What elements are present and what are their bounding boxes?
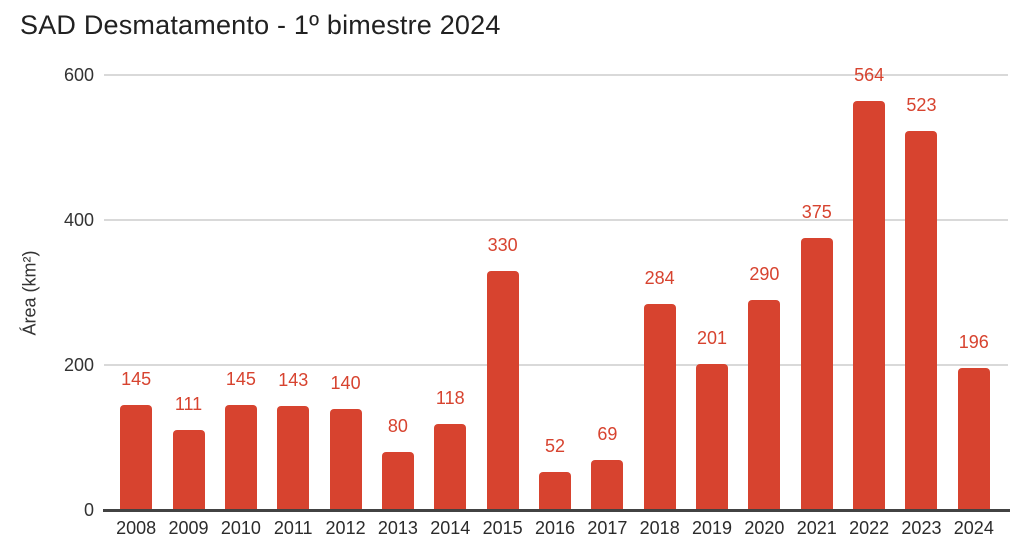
x-axis-line [103,509,1010,512]
bar-2018 [643,304,676,510]
value-label-2024: 196 [958,331,989,352]
bar-2020 [748,299,781,510]
value-label-2011: 143 [278,370,309,391]
bar-2017 [591,459,624,510]
bar-slot-2023: 523 [895,75,947,510]
y-tick-600: 600 [63,65,94,85]
x-tick-2016: 2016 [534,518,575,538]
value-label-2014: 118 [435,388,465,409]
bar-2010 [224,404,257,510]
x-tick-2020: 2020 [744,518,785,538]
value-label-2018: 284 [644,268,675,289]
value-label-2012: 140 [330,372,361,393]
bar-2022 [853,101,886,510]
x-tick-2014: 2014 [430,518,471,538]
bar-slot-2022: 564 [843,65,895,510]
bar-slot-2016: 52 [529,75,581,510]
value-label-2009: 111 [174,393,203,414]
bar-2013 [381,452,414,510]
x-tick-2018: 2018 [639,518,680,538]
value-label-2019: 201 [697,328,728,349]
plot-area: 145 111 145 143 140 80 118 330 52 69 284 201 290 375 5… [110,65,1000,510]
x-tick-2013: 2013 [377,518,418,538]
bar-slot-2010: 145 [215,75,267,510]
bar-slot-2024: 196 [948,75,1000,510]
x-tick-2009: 2009 [168,518,209,538]
y-tick-0: 0 [83,500,94,520]
bar-2014 [434,424,467,510]
gridline-200 [104,364,1008,366]
x-tick-2024: 2024 [953,518,994,538]
x-tick-2015: 2015 [482,518,523,538]
bar-slot-2021: 375 [791,75,843,510]
gridline-400 [104,219,1008,221]
x-tick-2017: 2017 [587,518,628,538]
bar-2019 [696,364,729,510]
bar-2008 [120,404,153,510]
bar-2015 [486,270,519,510]
bar-slot-2008: 145 [110,75,162,510]
y-tick-400: 400 [63,210,94,230]
bar-2024 [957,367,990,510]
x-tick-2008: 2008 [116,518,157,538]
y-axis-title: Área (km²) [19,250,40,336]
x-tick-2021: 2021 [796,518,837,538]
bar-2012 [329,408,362,510]
value-label-2010: 145 [225,368,256,389]
x-axis-labels: 2008 2009 2010 2011 2012 2013 2014 2015 2016 2017… [110,517,1000,541]
x-tick-2010: 2010 [220,518,261,538]
bar-2016 [538,472,571,510]
value-label-2013: 80 [387,416,408,436]
bar-slot-2015: 330 [476,75,528,510]
bar-2009 [172,429,205,510]
bar-slot-2019: 201 [686,75,738,510]
value-label-2008: 145 [121,368,152,389]
bar-slot-2020: 290 [738,75,790,510]
value-label-2020: 290 [749,263,780,284]
x-tick-2022: 2022 [849,518,890,538]
x-tick-2012: 2012 [325,518,366,538]
bar-2021 [800,238,833,510]
chart-title: SAD Desmatamento - 1º bimestre 2024 [20,10,501,40]
bar-2023 [905,130,938,510]
value-label-2022: 564 [854,65,885,86]
value-label-2017: 69 [597,423,618,444]
gridline-600 [104,74,1008,76]
value-label-2016: 52 [544,436,565,457]
value-label-2021: 375 [801,202,832,223]
bar-slot-2011: 143 [267,75,319,510]
bar-slot-2017: 69 [581,75,633,510]
bar-slot-2014: 118 [424,75,476,510]
x-tick-2019: 2019 [692,518,733,538]
bar-2011 [277,406,310,510]
y-tick-200: 200 [63,355,94,375]
x-tick-2011: 2011 [273,518,313,538]
bar-slot-2012: 140 [319,75,371,510]
value-label-2023: 523 [906,94,937,115]
x-tick-2023: 2023 [901,518,942,538]
bar-slot-2013: 80 [372,75,424,510]
bar-slot-2009: 111 [162,75,214,510]
bar-slot-2018: 284 [634,75,686,510]
value-label-2015: 330 [487,234,518,255]
